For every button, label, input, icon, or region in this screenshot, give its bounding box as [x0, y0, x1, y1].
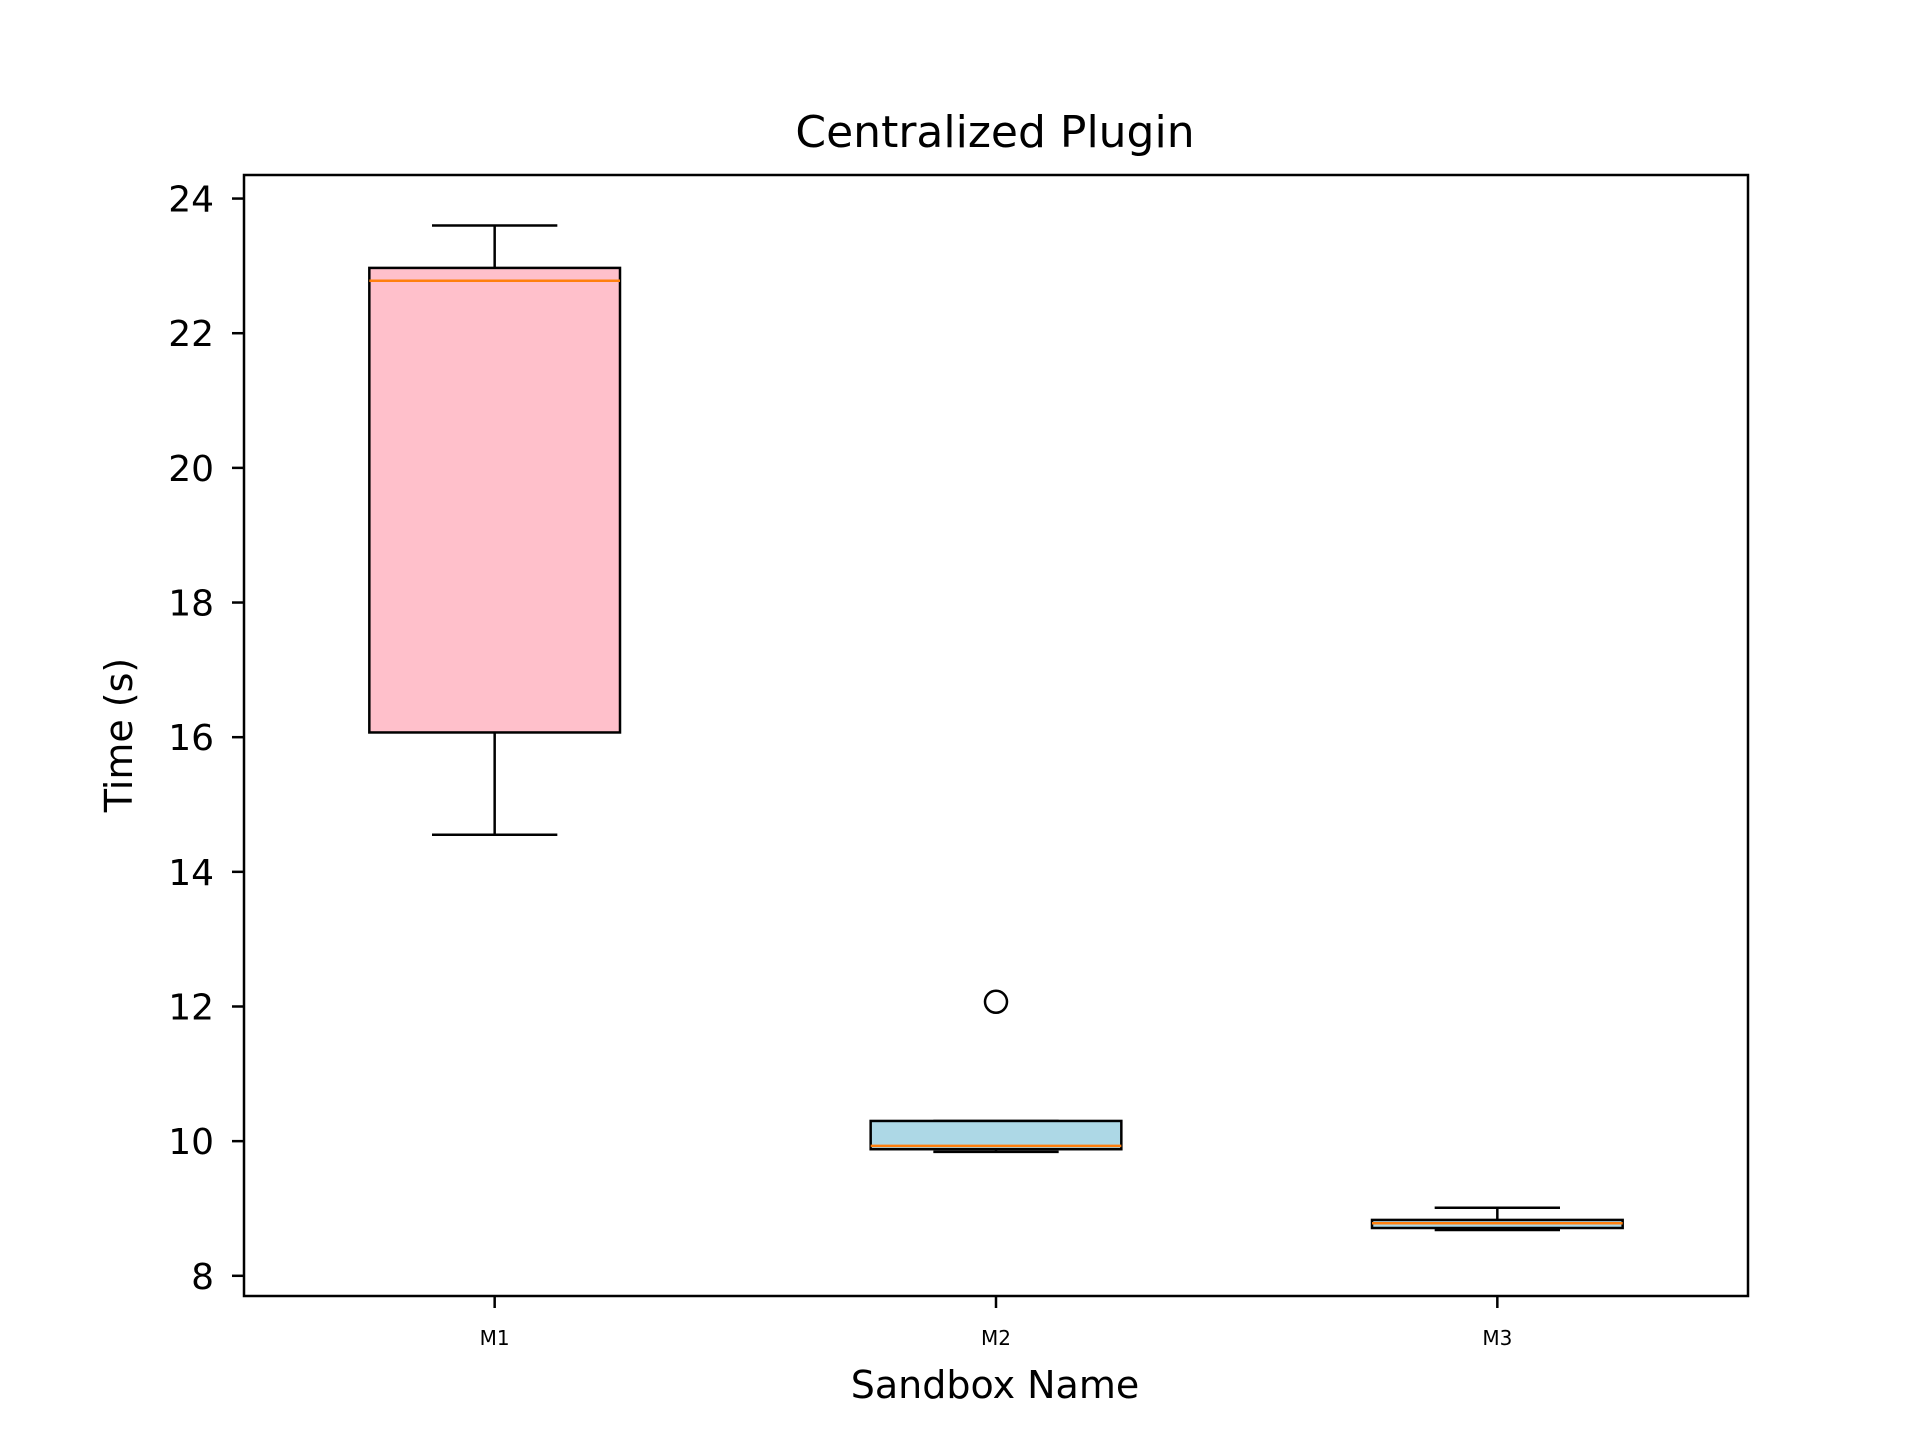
y-tick-label: 16	[168, 718, 214, 759]
box-m1	[368, 224, 622, 837]
x-axis-ticks: M1 M2 M3	[480, 1296, 1512, 1350]
plot-frame	[242, 173, 1750, 1298]
x-tick-label: M1	[480, 1326, 510, 1350]
box-m3	[1370, 1206, 1624, 1232]
y-tick-label: 18	[168, 584, 214, 625]
x-axis-label: Sandbox Name	[851, 1363, 1140, 1407]
y-axis-label: Time (s)	[97, 658, 141, 814]
y-tick-label: 10	[168, 1122, 214, 1163]
y-tick-label: 14	[168, 853, 214, 894]
x-tick-label: M3	[1482, 1326, 1512, 1350]
y-tick-label: 20	[168, 449, 214, 490]
iqr-box	[368, 266, 622, 734]
iqr-box	[869, 1119, 1123, 1151]
box-m2	[869, 989, 1123, 1154]
y-tick-label: 24	[168, 180, 214, 221]
y-tick-label: 22	[168, 314, 214, 355]
x-tick-label: M2	[981, 1326, 1011, 1350]
outlier-point	[983, 989, 1009, 1015]
y-axis-ticks: 8 10 12 14 16 18 20 22 24	[168, 180, 244, 1298]
plot-area	[368, 224, 1624, 1232]
y-tick-label: 12	[168, 987, 214, 1028]
y-tick-label: 8	[191, 1257, 214, 1298]
chart-title: Centralized Plugin	[795, 107, 1194, 158]
